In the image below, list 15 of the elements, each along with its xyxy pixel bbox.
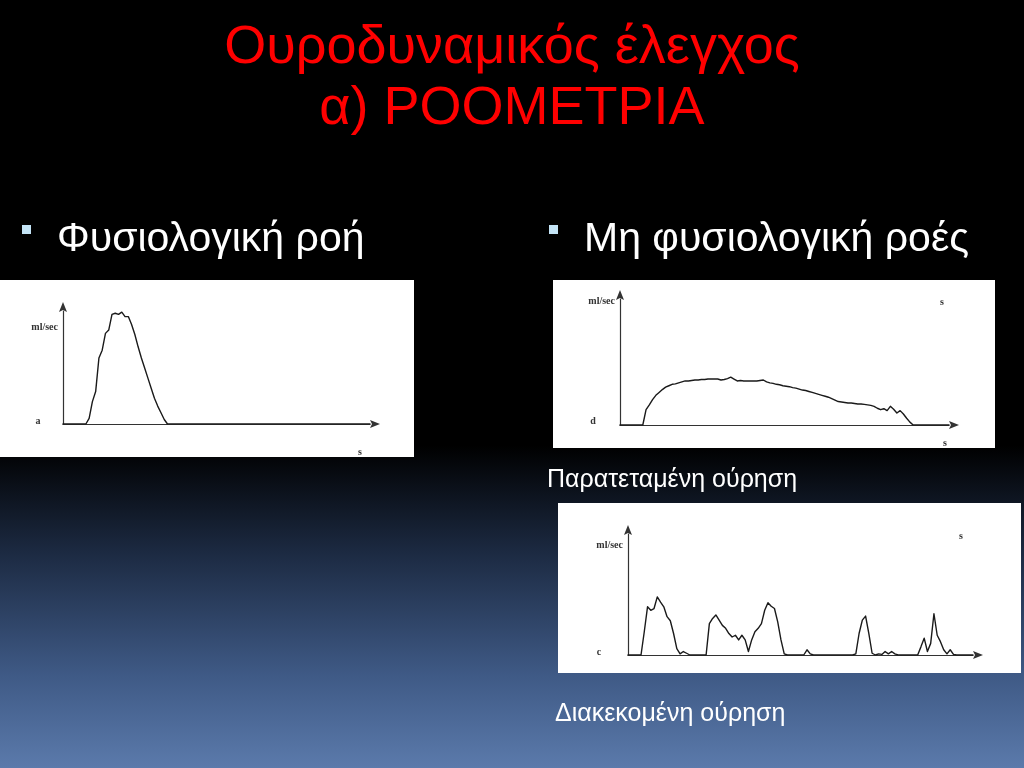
y-axis-title: ml/sec — [596, 538, 624, 550]
text: Διακεκομένη ούρηση — [555, 697, 786, 727]
x-axis-title: s — [358, 445, 363, 457]
text: a — [35, 414, 41, 426]
text: Παρατεταμένη ούρηση — [547, 463, 798, 493]
text: s — [959, 529, 964, 541]
text: Ουροδυναμικός έλεγχος α) ΡΟΟΜΕΤΡΙΑ — [223, 14, 801, 136]
x-axis-title: s — [943, 436, 948, 448]
y-axis-title: ml/sec — [31, 320, 59, 332]
text: d — [590, 414, 597, 426]
text: s — [940, 295, 945, 307]
text: c — [596, 645, 602, 657]
y-axis-title: ml/sec — [588, 294, 616, 306]
chart-title: Μη φυσιολογική ροές — [584, 213, 969, 261]
chart-subtitle: Φυσιολογική ροή — [57, 213, 365, 261]
